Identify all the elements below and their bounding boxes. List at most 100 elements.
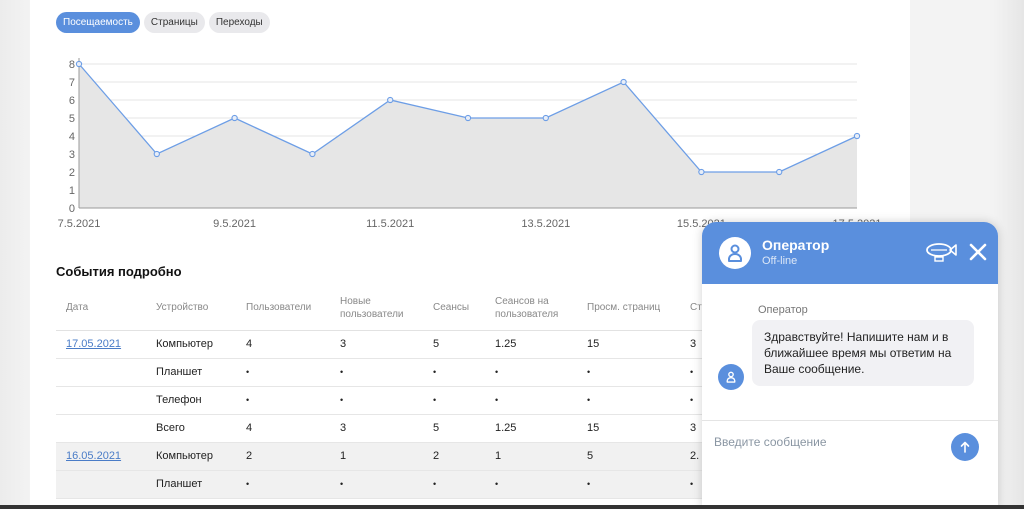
- operator-avatar: [719, 237, 751, 269]
- arrow-up-icon: [960, 441, 970, 453]
- cell-value: •: [485, 470, 577, 499]
- cell-value: 2: [423, 442, 485, 471]
- cell-value: •: [330, 358, 423, 387]
- cell-value: •: [423, 358, 485, 387]
- cell-value: •: [577, 386, 680, 415]
- chat-messages: Оператор Здравствуйте! Напишите нам и в …: [702, 284, 998, 420]
- cell-device: Телефон: [146, 386, 236, 415]
- y-tick-label: 0: [69, 203, 75, 215]
- date-link[interactable]: 16.05.2021: [66, 450, 122, 462]
- tab-visits[interactable]: Посещаемость: [56, 12, 140, 33]
- close-icon[interactable]: [968, 242, 988, 262]
- cell-value: 15: [577, 414, 680, 443]
- user-icon: [726, 371, 736, 383]
- operator-name: Оператор: [762, 237, 830, 253]
- data-point: [309, 150, 316, 158]
- data-point: [620, 78, 627, 86]
- message-author: Оператор: [758, 304, 808, 316]
- cell-value: •: [423, 470, 485, 499]
- bottom-edge: [0, 505, 1024, 509]
- cell-device: Планшет: [146, 358, 236, 387]
- cell-value: 1: [330, 442, 423, 471]
- cell-value: •: [577, 358, 680, 387]
- data-point: [464, 114, 472, 122]
- data-point: [853, 132, 861, 140]
- events-table: Дата Устройство Пользователи Новые польз…: [56, 286, 736, 499]
- data-point: [231, 114, 238, 122]
- x-tick-label: 7.5.2021: [58, 218, 101, 230]
- data-point: [153, 150, 160, 158]
- table-row: Телефон • • • • • •: [56, 386, 736, 415]
- cell-value: •: [236, 386, 330, 415]
- chat-header: Оператор Off-line: [702, 222, 998, 284]
- operator-status: Off-line: [762, 255, 798, 267]
- cell-value: •: [236, 358, 330, 387]
- y-tick-label: 2: [69, 167, 75, 179]
- cell-value: •: [423, 386, 485, 415]
- cell-device: Всего: [146, 414, 236, 443]
- y-tick-label: 4: [69, 131, 75, 143]
- col-device: Устройство: [146, 286, 236, 331]
- col-sessions: Сеансы: [423, 286, 485, 331]
- cell-value: 5: [577, 442, 680, 471]
- y-tick-label: 3: [69, 149, 75, 161]
- cell-device: Планшет: [146, 470, 236, 499]
- col-pageviews: Просм. страниц: [577, 286, 680, 331]
- col-users: Пользователи: [236, 286, 330, 331]
- blimp-icon: [926, 243, 957, 262]
- x-tick-label: 9.5.2021: [213, 218, 256, 230]
- cell-date: [56, 470, 146, 499]
- y-tick-label: 7: [69, 77, 75, 89]
- data-point: [387, 96, 394, 104]
- y-tick-label: 1: [69, 185, 75, 197]
- data-point: [776, 168, 783, 176]
- table-row: Планшет • • • • • •: [56, 358, 736, 387]
- data-point: [698, 168, 705, 176]
- message-bubble: Здравствуйте! Напишите нам и в ближайшее…: [752, 320, 974, 386]
- chat-composer: [702, 420, 998, 509]
- cell-value: 3: [330, 414, 423, 443]
- cell-value: 5: [423, 414, 485, 443]
- cell-value: •: [485, 358, 577, 387]
- cell-value: 15: [577, 330, 680, 359]
- col-date: Дата: [56, 286, 146, 331]
- x-tick-label: 11.5.2021: [366, 218, 414, 230]
- user-icon: [728, 244, 742, 262]
- table-row: Планшет • • • • • •: [56, 470, 736, 499]
- table-row: 16.05.2021 Компьютер 2 1 2 1 5 2.: [56, 442, 736, 471]
- cell-date: [56, 414, 146, 443]
- x-tick-label: 13.5.2021: [521, 218, 570, 230]
- cell-date: 16.05.2021: [56, 442, 146, 471]
- operator-avatar-small: [718, 364, 744, 390]
- table-row: 17.05.2021 Компьютер 4 3 5 1.25 15 3: [56, 330, 736, 359]
- stats-tabs: Посещаемость Страницы Переходы: [56, 12, 270, 33]
- col-new-users: Новые пользователи: [330, 286, 423, 331]
- y-tick-label: 8: [69, 59, 75, 71]
- col-sessions-per-user: Сеансов на пользователя: [485, 286, 577, 331]
- cell-value: 1.25: [485, 414, 577, 443]
- cell-value: 2: [236, 442, 330, 471]
- events-title: События подробно: [56, 264, 182, 279]
- tab-pages[interactable]: Страницы: [143, 12, 205, 33]
- cell-value: 4: [236, 330, 330, 359]
- visits-chart: 0 1 2 3 4 5 6 7 8 7.5.2021 9.5.2021 11.5.2021 13.5.2…: [58, 58, 881, 230]
- cell-value: •: [330, 470, 423, 499]
- data-point: [75, 60, 83, 68]
- tab-referrals[interactable]: Переходы: [208, 12, 270, 33]
- cell-device: Компьютер: [146, 442, 236, 471]
- cell-value: 1.25: [485, 330, 577, 359]
- send-button[interactable]: [951, 433, 979, 461]
- cell-value: •: [485, 386, 577, 415]
- data-point: [542, 114, 549, 122]
- cell-date: 17.05.2021: [56, 330, 146, 359]
- events-header-row: Дата Устройство Пользователи Новые польз…: [56, 286, 736, 331]
- cell-date: [56, 358, 146, 387]
- cell-value: 3: [330, 330, 423, 359]
- cell-value: •: [236, 470, 330, 499]
- date-link[interactable]: 17.05.2021: [66, 338, 122, 350]
- table-row: Всего 4 3 5 1.25 15 3: [56, 414, 736, 443]
- message-input[interactable]: [714, 431, 944, 453]
- cell-value: •: [330, 386, 423, 415]
- cell-device: Компьютер: [146, 330, 236, 359]
- cell-date: [56, 386, 146, 415]
